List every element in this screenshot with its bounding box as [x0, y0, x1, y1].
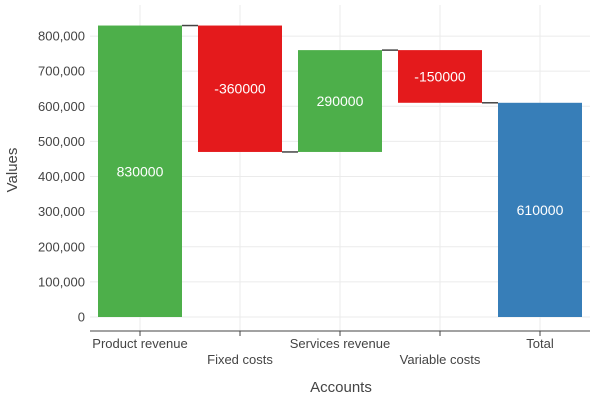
y-tick-label: 400,000	[38, 169, 85, 184]
x-axis-title: Accounts	[310, 379, 372, 396]
bar-layer	[98, 25, 582, 318]
x-tick-label: Total	[526, 336, 554, 351]
y-tick-label: 700,000	[38, 64, 85, 79]
axis-layer: 0 100,000 200,000 300,000 400,000 500,000 600,…	[38, 29, 590, 367]
x-tick-label: Fixed costs	[207, 352, 273, 367]
y-tick-label: 200,000	[38, 239, 85, 254]
label-layer: 830000 -360000 290000 -150000 610000	[117, 68, 564, 217]
connector-layer	[182, 24, 498, 153]
decrease-bar	[398, 50, 482, 103]
decrease-bar	[198, 25, 282, 152]
increase-bar	[98, 25, 182, 318]
increase-bar	[298, 50, 382, 152]
x-tick-label: Services revenue	[290, 336, 390, 351]
data-label: 830000	[117, 163, 164, 179]
total-bar	[498, 102, 582, 317]
y-tick-label: 600,000	[38, 99, 85, 114]
x-tick-label: Product revenue	[92, 336, 187, 351]
data-label: -360000	[214, 81, 266, 97]
y-tick-label: 800,000	[38, 29, 85, 44]
y-tick-label: 300,000	[38, 204, 85, 219]
y-tick-label: 0	[78, 310, 85, 325]
data-label: 610000	[517, 202, 564, 218]
data-label: 290000	[317, 93, 364, 109]
y-tick-label: 100,000	[38, 274, 85, 289]
y-tick-label: 500,000	[38, 134, 85, 149]
y-axis-title: Values	[4, 148, 21, 193]
data-label: -150000	[414, 68, 466, 84]
x-tick-label: Variable costs	[400, 352, 481, 367]
